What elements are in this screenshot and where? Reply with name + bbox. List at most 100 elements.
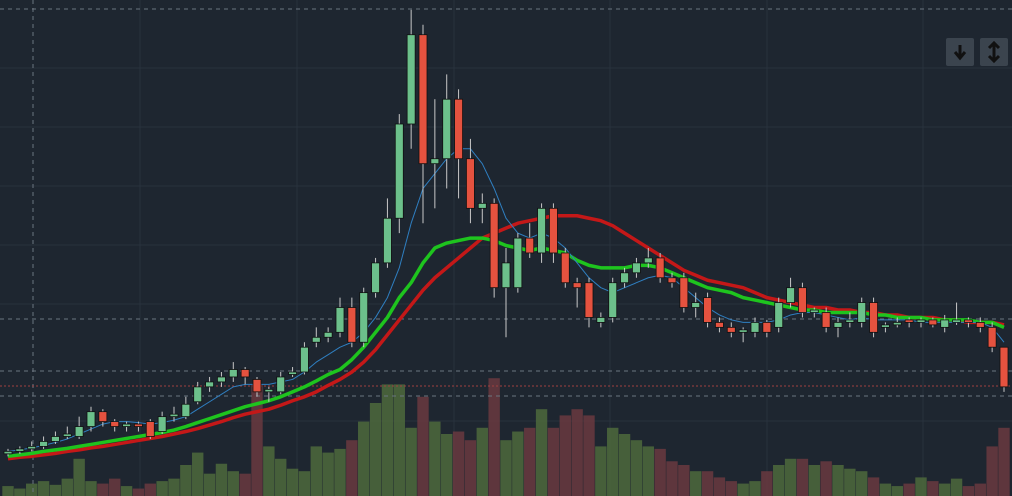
candle-body [501,262,511,289]
volume-bar [109,478,121,496]
volume-bar [547,427,560,496]
volume-bar [796,458,809,496]
candle-body [608,282,618,318]
candle-body [738,329,748,333]
volume-bar [607,427,619,496]
candle-body [821,312,831,328]
volume-bar [927,481,939,496]
volume-bar [654,448,666,496]
resize-button[interactable] [980,38,1008,66]
volume-bar [120,486,133,496]
candle-body [892,321,902,326]
candle-body [537,207,546,254]
candle-body [217,376,226,383]
volume-bar [310,446,322,496]
candle-body [430,158,440,165]
candle-body [572,282,582,289]
volume-bar [713,477,726,496]
candle-body [311,336,321,343]
candle-body [300,346,309,373]
candle-body [62,433,72,437]
candle-body [3,450,13,455]
volume-bar [405,427,417,496]
candle-body [952,319,961,323]
volume-bar [488,378,500,496]
volume-bar [2,486,14,496]
volume-bar [168,478,180,496]
volume-bar [630,440,643,496]
volume-bar [476,427,488,496]
candle-body [359,292,369,343]
volume-bar [998,427,1010,496]
candle-body [513,237,523,289]
volume-bar [784,458,797,496]
candle-body [762,321,772,333]
candle-body [406,34,416,125]
volume-bar [227,471,239,496]
volume-bar [524,427,536,496]
volume-bar [939,483,951,496]
volume-bar [725,481,737,496]
volume-bar [690,471,702,496]
volume-bar [14,488,26,496]
volume-bar [559,415,571,496]
volume-bar [749,481,761,496]
candle-body [442,98,452,160]
volume-bar [192,452,204,496]
candle-body [643,257,653,264]
candle-body [726,326,736,333]
volume-bar [251,384,263,496]
candle-body [383,217,392,264]
candle-body [228,369,238,378]
candle-body [489,202,499,289]
candle-body [975,321,985,328]
scroll-down-button[interactable] [946,38,974,66]
candle-body [15,448,25,452]
volume-bar [820,461,832,496]
candle-body [110,421,120,427]
candle-body [276,376,286,393]
candle-body [560,252,570,284]
candle-body [86,411,96,427]
candle-body [240,369,250,378]
candle-body [371,262,380,294]
candle-body [916,319,926,323]
candle-body [928,319,938,326]
candle-body [667,277,677,284]
indicator-line [7,214,1005,461]
candle-body [691,302,701,308]
volume-bar [808,465,820,496]
candle-body [584,282,594,318]
indicator-line [7,236,1005,459]
volume-bar [512,431,524,496]
volume-bar [737,483,749,496]
volume-bar [73,458,85,496]
candle-body [549,207,558,254]
volume-bar [642,446,654,496]
candle-body [74,426,84,437]
candle-body [454,98,463,160]
candle-body [750,321,760,333]
candle-body [98,411,108,422]
volume-bar [49,484,62,496]
candle-body [122,423,131,427]
volume-bar [369,403,382,496]
candle-body [39,441,48,447]
candle-body [655,257,665,279]
candle-body [620,272,629,284]
volume-bar [844,468,856,496]
candle-body [181,403,191,418]
candle-body [786,287,795,303]
candle-layer [3,9,1009,457]
volume-bar [61,478,73,496]
volume-bar [464,440,477,496]
candle-body [845,319,855,323]
candle-body [27,445,37,450]
candle-body [169,413,179,418]
volume-bar [417,396,429,496]
volume-bar [132,488,145,496]
candle-body [809,309,819,313]
volume-bar [986,446,998,496]
candle-body [145,421,155,437]
